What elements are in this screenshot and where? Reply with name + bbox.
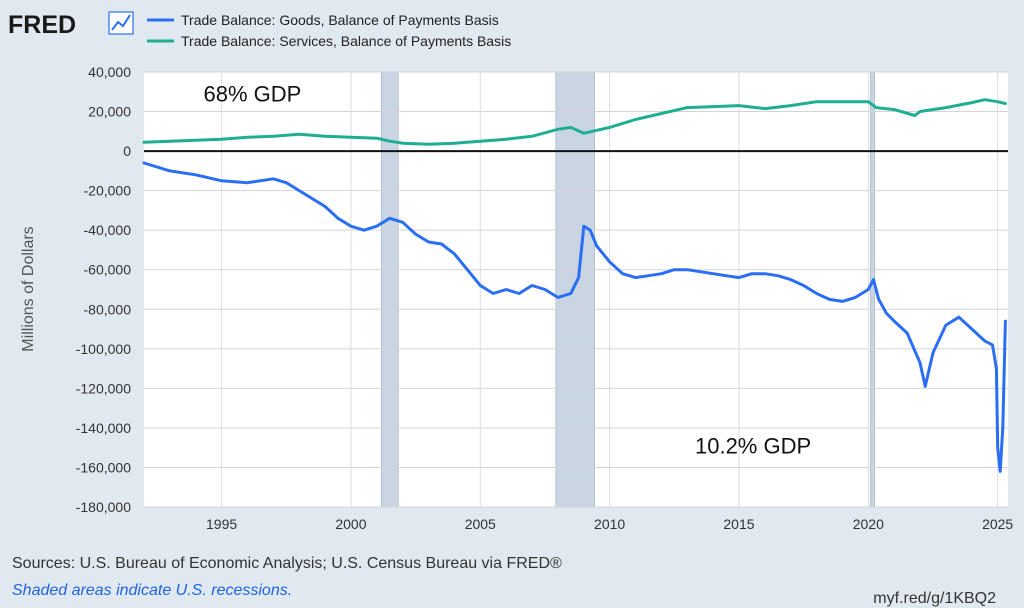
y-tick-label: -160,000	[76, 459, 131, 475]
recession-band-1	[380, 71, 399, 508]
y-tick-label: -180,000	[76, 499, 131, 515]
y-tick-labels: 40,000 20,000 0 -20,000 -40,000 -60,000 -80,00…	[76, 64, 131, 515]
sources-text: Sources: U.S. Bureau of Economic Analysi…	[12, 555, 562, 572]
x-tick-label: 2005	[465, 516, 496, 532]
short-url[interactable]: myf.red/g/1KBQ2	[873, 590, 996, 607]
y-tick-label: -140,000	[76, 420, 131, 436]
y-tick-label: -100,000	[76, 341, 131, 357]
x-tick-label: 2015	[723, 516, 754, 532]
y-tick-label: -20,000	[84, 183, 132, 199]
annotation-1: 68% GDP	[203, 82, 301, 107]
services-series-line	[142, 98, 1007, 146]
y-axis-label: Millions of Dollars	[20, 226, 37, 351]
y-tick-label: 0	[123, 143, 131, 159]
gridlines	[144, 71, 1008, 508]
legend-label-goods: Trade Balance: Goods, Balance of Payment…	[181, 12, 499, 28]
series-lines	[142, 98, 1007, 473]
x-tick-labels: 1995 2000 2005 2010 2015 2020 2025	[206, 516, 1013, 532]
recession-bands	[380, 71, 876, 508]
recession-band-3	[870, 71, 876, 508]
recession-note[interactable]: Shaded areas indicate U.S. recessions.	[12, 582, 293, 599]
x-tick-label: 2010	[594, 516, 625, 532]
x-tick-label: 2000	[335, 516, 366, 532]
y-tick-label: -60,000	[84, 262, 132, 278]
legend-label-services: Trade Balance: Services, Balance of Paym…	[181, 33, 511, 49]
y-tick-label: -40,000	[84, 222, 132, 238]
y-tick-label: 40,000	[88, 64, 131, 80]
y-tick-label: -80,000	[84, 301, 132, 317]
annotation-2: 10.2% GDP	[695, 434, 811, 459]
goods-series-line	[142, 161, 1007, 473]
x-tick-label: 2020	[853, 516, 884, 532]
line-chart-icon	[108, 11, 134, 35]
x-tick-label: 2025	[982, 516, 1013, 532]
recession-band-2	[555, 71, 595, 508]
x-tick-label: 1995	[206, 516, 237, 532]
y-tick-label: -120,000	[76, 380, 131, 396]
y-tick-label: 20,000	[88, 104, 131, 120]
legend: Trade Balance: Goods, Balance of Payment…	[147, 12, 511, 49]
annotations: 68% GDP 10.2% GDP	[203, 82, 811, 459]
fred-logo-text[interactable]: FRED	[8, 11, 76, 39]
